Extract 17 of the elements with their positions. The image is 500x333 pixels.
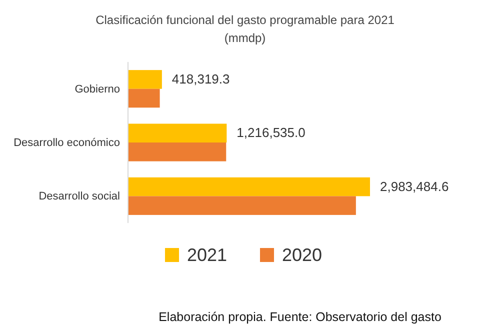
data-label: 418,319.3	[172, 71, 230, 86]
chart-subtitle: (mmdp)	[224, 31, 266, 45]
bar	[128, 70, 162, 89]
chart-title: Clasificación funcional del gasto programable para 2021	[96, 13, 395, 27]
bar	[128, 88, 160, 108]
text: Elaboración propia. Fuente: Observatorio del gasto	[158, 310, 442, 324]
legend-label: 2021	[187, 245, 228, 265]
data-label: 2,983,484.6	[380, 178, 449, 194]
bar	[128, 196, 356, 215]
bar	[128, 177, 370, 196]
y-tick-label: Desarrollo social	[38, 190, 120, 203]
bar	[128, 142, 226, 162]
bar	[128, 124, 227, 142]
y-tick-label: Desarrollo económico	[14, 137, 120, 150]
data-label: 1,216,535.0	[236, 125, 306, 140]
y-tick-label: Gobierno	[74, 83, 120, 96]
legend-label: 2020	[282, 245, 322, 265]
